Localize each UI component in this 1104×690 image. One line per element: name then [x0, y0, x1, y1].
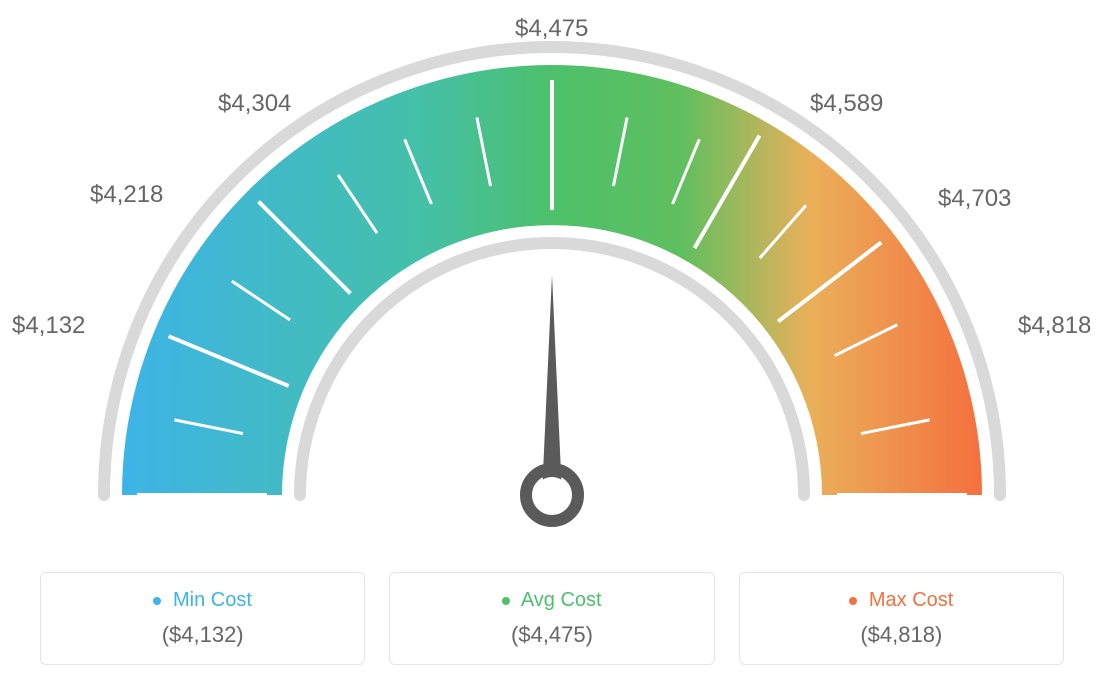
- gauge-tick-label: $4,818: [1018, 312, 1091, 340]
- gauge-tick-label: $4,475: [515, 15, 588, 43]
- gauge-svg: [0, 15, 1104, 575]
- max-cost-label: Max Cost: [869, 589, 953, 611]
- gauge-chart-container: $4,132 $4,218 $4,304 $4,475 $4,589 $4,703 $4,8…: [0, 0, 1104, 690]
- max-cost-title: Max Cost: [752, 589, 1051, 612]
- avg-cost-card: Avg Cost ($4,475): [389, 572, 714, 665]
- gauge-tick-label: $4,703: [938, 185, 1011, 213]
- gauge-needle: [526, 275, 578, 521]
- max-cost-value: ($4,818): [752, 622, 1051, 648]
- gauge-tick-label: $4,132: [12, 312, 85, 340]
- gauge-tick-label: $4,304: [218, 90, 291, 118]
- avg-cost-label: Avg Cost: [521, 589, 602, 611]
- min-cost-title: Min Cost: [53, 589, 352, 612]
- dot-icon: [153, 597, 161, 605]
- dot-icon: [849, 597, 857, 605]
- cost-cards-row: Min Cost ($4,132) Avg Cost ($4,475) Max …: [0, 572, 1104, 665]
- min-cost-value: ($4,132): [53, 622, 352, 648]
- avg-cost-value: ($4,475): [402, 622, 701, 648]
- gauge-tick-label: $4,218: [90, 181, 163, 209]
- dot-icon: [502, 597, 510, 605]
- gauge-tick-label: $4,589: [810, 90, 883, 118]
- max-cost-card: Max Cost ($4,818): [739, 572, 1064, 665]
- gauge-area: $4,132 $4,218 $4,304 $4,475 $4,589 $4,703 $4,8…: [0, 15, 1104, 575]
- min-cost-label: Min Cost: [173, 589, 252, 611]
- min-cost-card: Min Cost ($4,132): [40, 572, 365, 665]
- avg-cost-title: Avg Cost: [402, 589, 701, 612]
